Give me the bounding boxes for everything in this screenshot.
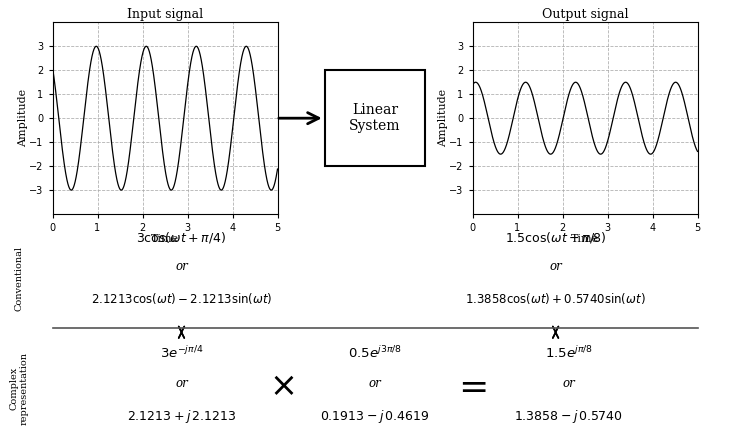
Bar bbox=[325, 70, 425, 166]
Text: or: or bbox=[175, 260, 188, 273]
Text: or: or bbox=[549, 260, 562, 273]
Text: Linear
System: Linear System bbox=[350, 103, 400, 133]
Text: $1.3858 - j\,0.5740$: $1.3858 - j\,0.5740$ bbox=[514, 408, 622, 425]
Text: $0.5e^{j3\pi/8}$: $0.5e^{j3\pi/8}$ bbox=[348, 345, 402, 361]
Text: $3\cos(\omega t + \pi/4)$: $3\cos(\omega t + \pi/4)$ bbox=[136, 230, 226, 245]
Text: $2.1213 + j\,2.1213$: $2.1213 + j\,2.1213$ bbox=[127, 408, 236, 425]
Title: Input signal: Input signal bbox=[127, 8, 203, 21]
Text: $3e^{-j\pi/4}$: $3e^{-j\pi/4}$ bbox=[160, 345, 203, 361]
X-axis label: Time: Time bbox=[571, 235, 599, 244]
Title: Output signal: Output signal bbox=[542, 8, 628, 21]
Text: or: or bbox=[369, 377, 381, 390]
Text: $1.5\cos(\omega t - \pi/8)$: $1.5\cos(\omega t - \pi/8)$ bbox=[505, 230, 606, 245]
Y-axis label: Amplitude: Amplitude bbox=[438, 89, 448, 147]
Text: $1.5e^{j\pi/8}$: $1.5e^{j\pi/8}$ bbox=[544, 345, 592, 361]
Text: or: or bbox=[175, 377, 188, 390]
Text: $2.1213\cos(\omega t) - 2.1213\sin(\omega t)$: $2.1213\cos(\omega t) - 2.1213\sin(\omeg… bbox=[91, 291, 272, 306]
Text: Complex
representation: Complex representation bbox=[9, 351, 28, 425]
Y-axis label: Amplitude: Amplitude bbox=[18, 89, 28, 147]
Text: Conventional: Conventional bbox=[14, 246, 23, 311]
Text: or: or bbox=[562, 377, 574, 390]
Text: $0.1913 - j\,0.4619$: $0.1913 - j\,0.4619$ bbox=[320, 408, 430, 425]
Text: $1.3858\cos(\omega t) + 0.5740\sin(\omega t)$: $1.3858\cos(\omega t) + 0.5740\sin(\omeg… bbox=[465, 291, 646, 306]
X-axis label: Time: Time bbox=[151, 235, 179, 244]
Text: $\times$: $\times$ bbox=[268, 369, 294, 402]
Text: $=$: $=$ bbox=[451, 369, 486, 403]
